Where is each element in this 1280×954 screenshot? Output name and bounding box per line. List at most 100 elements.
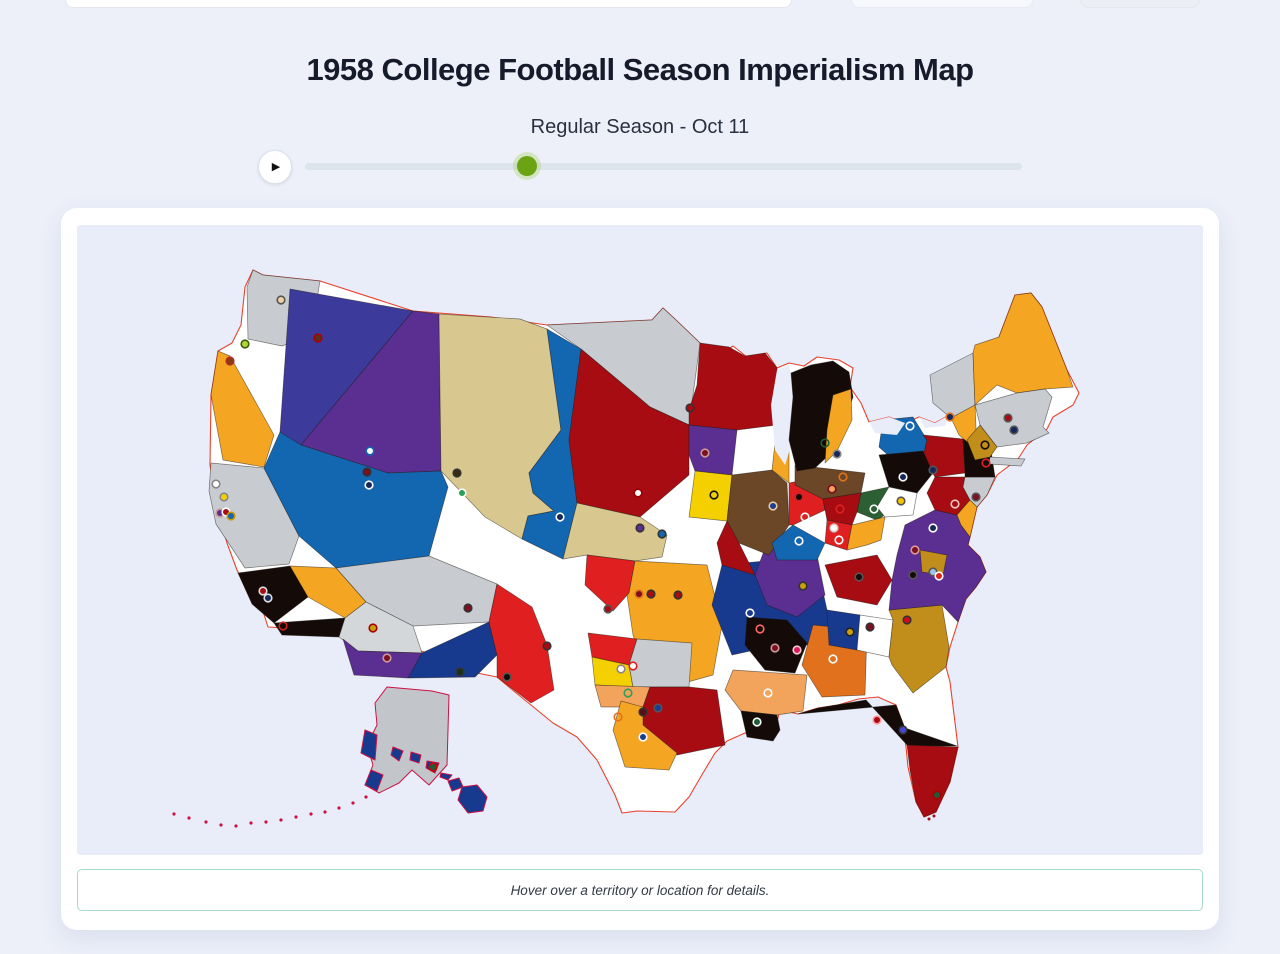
team-location-marker[interactable] [1009, 425, 1019, 435]
team-location-marker[interactable] [908, 570, 918, 580]
team-location-marker[interactable] [638, 707, 648, 717]
team-location-marker[interactable] [902, 615, 912, 625]
team-location-marker[interactable] [981, 458, 991, 468]
team-location-marker[interactable] [458, 522, 468, 532]
team-location-marker[interactable] [770, 643, 780, 653]
territory[interactable] [988, 456, 1026, 467]
team-location-marker[interactable] [829, 523, 839, 533]
team-location-marker[interactable] [869, 504, 879, 514]
team-location-marker[interactable] [628, 661, 638, 671]
territory[interactable] [771, 524, 826, 561]
team-location-marker[interactable] [845, 627, 855, 637]
team-location-marker[interactable] [794, 536, 804, 546]
territory[interactable] [447, 777, 464, 792]
team-location-marker[interactable] [225, 356, 235, 366]
team-location-marker[interactable] [798, 581, 808, 591]
territory[interactable] [409, 751, 422, 764]
team-location-marker[interactable] [768, 501, 778, 511]
team-location-marker[interactable] [219, 492, 229, 502]
team-location-marker[interactable] [635, 523, 645, 533]
team-location-marker[interactable] [752, 717, 762, 727]
team-location-marker[interactable] [428, 762, 438, 772]
team-location-marker[interactable] [800, 512, 810, 522]
territory[interactable] [878, 450, 934, 494]
slider-thumb[interactable] [517, 156, 538, 176]
team-location-marker[interactable] [646, 589, 656, 599]
team-location-marker[interactable] [928, 523, 938, 533]
team-location-marker[interactable] [364, 480, 374, 490]
team-location-marker[interactable] [865, 622, 875, 632]
team-location-marker[interactable] [457, 488, 467, 498]
territory[interactable] [364, 769, 384, 792]
territory[interactable] [888, 604, 950, 694]
team-location-marker[interactable] [276, 295, 286, 305]
territory[interactable] [846, 516, 886, 551]
team-location-marker[interactable] [792, 645, 802, 655]
territory[interactable] [439, 772, 453, 781]
team-location-marker[interactable] [898, 725, 908, 735]
lake[interactable] [869, 417, 905, 435]
imperialism-map[interactable] [77, 225, 1203, 855]
team-location-marker[interactable] [1003, 413, 1013, 423]
team-location-marker[interactable] [638, 732, 648, 742]
team-location-marker[interactable] [657, 529, 667, 539]
team-location-marker[interactable] [368, 623, 378, 633]
territory[interactable] [906, 744, 959, 818]
territory[interactable] [929, 352, 976, 419]
team-location-marker[interactable] [794, 492, 804, 502]
team-location-marker[interactable] [910, 545, 920, 555]
team-location-marker[interactable] [452, 468, 462, 478]
territory[interactable] [856, 614, 894, 658]
team-location-marker[interactable] [226, 511, 236, 521]
team-location-marker[interactable] [709, 490, 719, 500]
territory[interactable] [237, 565, 309, 624]
territory[interactable] [972, 292, 1074, 406]
team-location-marker[interactable] [745, 608, 755, 618]
team-location-marker[interactable] [763, 688, 773, 698]
team-location-marker[interactable] [673, 590, 683, 600]
team-location-marker[interactable] [653, 703, 663, 713]
team-location-marker[interactable] [616, 664, 626, 674]
territory[interactable] [390, 746, 404, 762]
team-location-marker[interactable] [313, 333, 323, 343]
territory[interactable] [716, 520, 756, 576]
team-location-marker[interactable] [685, 403, 695, 413]
team-location-marker[interactable] [834, 535, 844, 545]
timeline-slider[interactable] [305, 156, 1022, 176]
team-location-marker[interactable] [932, 814, 936, 818]
team-location-marker[interactable] [502, 672, 512, 682]
team-location-marker[interactable] [365, 446, 375, 456]
team-location-marker[interactable] [827, 484, 837, 494]
team-location-marker[interactable] [755, 624, 765, 634]
territory[interactable] [562, 502, 668, 562]
territory[interactable] [956, 499, 978, 538]
team-location-marker[interactable] [211, 479, 221, 489]
team-location-marker[interactable] [828, 654, 838, 664]
team-location-marker[interactable] [898, 472, 908, 482]
team-location-marker[interactable] [905, 421, 915, 431]
team-location-marker[interactable] [854, 572, 864, 582]
team-location-marker[interactable] [603, 604, 613, 614]
territory[interactable] [568, 348, 690, 518]
team-location-marker[interactable] [980, 440, 990, 450]
territory[interactable] [822, 492, 862, 526]
team-location-marker[interactable] [463, 603, 473, 613]
territory[interactable] [740, 710, 781, 742]
team-location-marker[interactable] [382, 653, 392, 663]
team-location-marker[interactable] [453, 502, 463, 512]
territory[interactable] [210, 350, 275, 468]
team-location-marker[interactable] [932, 790, 942, 800]
territory[interactable] [628, 638, 693, 688]
play-button[interactable]: ▶ [258, 150, 292, 184]
territory[interactable] [688, 342, 778, 431]
team-location-marker[interactable] [835, 504, 845, 514]
territory[interactable] [584, 554, 636, 612]
team-location-marker[interactable] [555, 512, 565, 522]
lake[interactable] [919, 414, 951, 428]
territory[interactable] [407, 621, 498, 679]
team-location-marker[interactable] [455, 667, 465, 677]
team-location-marker[interactable] [934, 571, 944, 581]
team-location-marker[interactable] [950, 499, 960, 509]
team-location-marker[interactable] [971, 492, 981, 502]
team-location-marker[interactable] [623, 688, 633, 698]
